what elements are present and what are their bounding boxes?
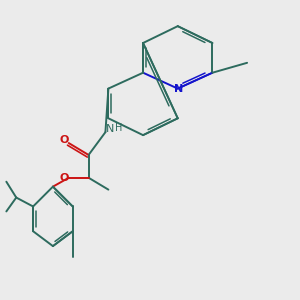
Text: O: O [59,135,68,145]
Text: O: O [59,173,68,183]
Text: N: N [106,124,115,134]
Text: N: N [174,84,183,94]
Text: H: H [115,123,122,133]
